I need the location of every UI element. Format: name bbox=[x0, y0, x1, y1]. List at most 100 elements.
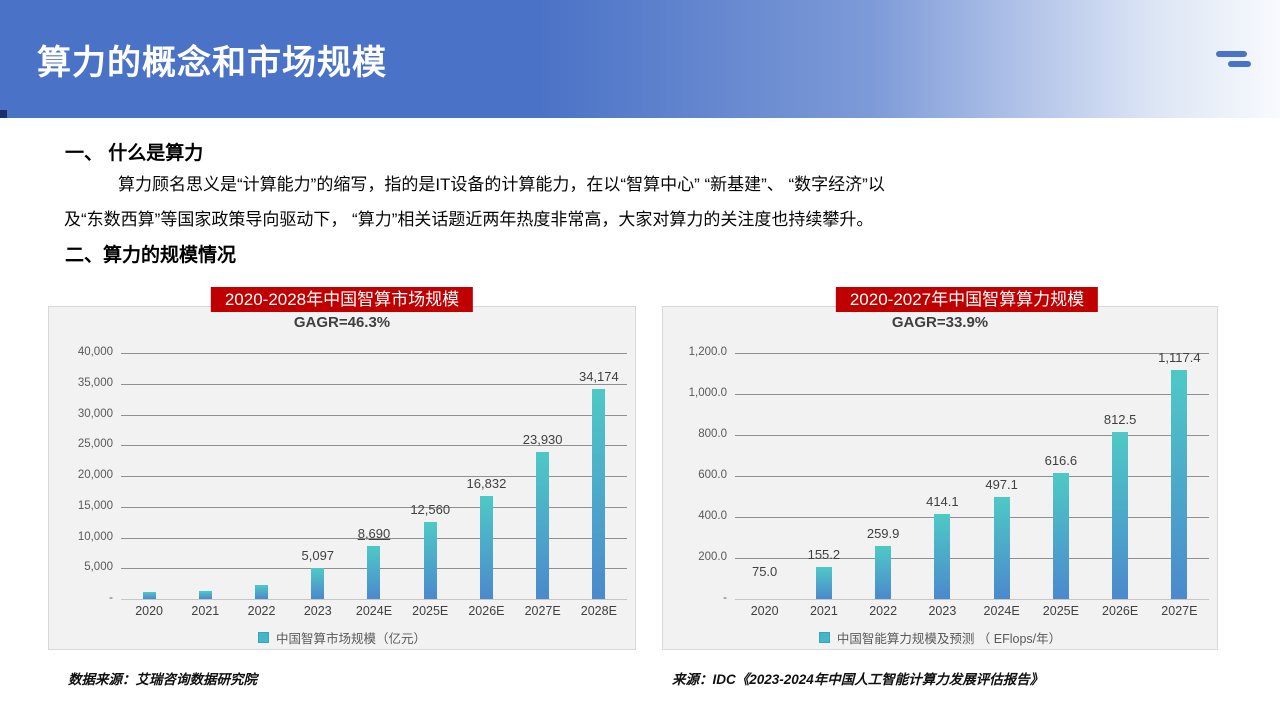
section-1-heading: 一、 什么是算力 bbox=[65, 143, 204, 164]
chart-title-banner-left: 2020-2028年中国智算市场规模 bbox=[210, 287, 474, 312]
plot-area-right: 1,200.0 1,000.0 800.0 600.0 400.0 200.0 - 75.0 1… bbox=[689, 346, 1209, 604]
bar-value-label: 8,690 bbox=[357, 525, 391, 541]
data-source-right: 来源：IDC《2023-2024年中国人工智能计算力发展评估报告》 bbox=[672, 672, 1044, 687]
legend-swatch-icon bbox=[257, 632, 269, 643]
bar-value-label: 16,832 bbox=[466, 475, 507, 491]
bar-value-label: 812.5 bbox=[1103, 412, 1137, 428]
bar-2024E bbox=[993, 497, 1010, 599]
bar-slot-2021: 155.2 bbox=[794, 353, 853, 599]
data-source-left: 数据来源：艾瑞咨询数据研究院 bbox=[68, 672, 257, 687]
x-axis-left: 2020 2021 2022 2023 2024E 2025E 2026E 2027E 2028… bbox=[121, 604, 627, 618]
bar-slot-2023: 414.1 bbox=[913, 353, 972, 599]
x-axis-label-2025E: 2025E bbox=[1042, 604, 1079, 618]
y-axis-tick-label: 35,000 bbox=[77, 376, 113, 389]
bar-value-label: 616.6 bbox=[1044, 452, 1078, 468]
paragraph-line-1: 算力顾名思义是“计算能力”的缩写，指的是IT设备的计算能力，在以“智算中心” “… bbox=[118, 175, 885, 194]
x-axis-label-2026E: 2026E bbox=[468, 604, 505, 618]
x-axis-label-2025E: 2025E bbox=[412, 604, 449, 618]
bar-slot-2025E: 12,560 bbox=[402, 353, 458, 599]
bar-value-label: 1,117.4 bbox=[1158, 349, 1201, 365]
gridline bbox=[735, 558, 1209, 559]
cagr-label-right: GAGR=33.9% bbox=[891, 314, 989, 331]
y-axis-tick-label: 600.0 bbox=[698, 469, 727, 481]
x-axis-label-2020: 2020 bbox=[750, 604, 779, 618]
gridline bbox=[735, 435, 1209, 436]
x-axis-label-2020: 2020 bbox=[135, 604, 164, 618]
bar-slot-2027E: 23,930 bbox=[515, 353, 571, 599]
bar-value-label: 23,930 bbox=[522, 431, 563, 447]
legend-right: 中国智能算力规模及预测 （ EFlops/年） bbox=[663, 628, 1217, 647]
bar-slot-2024E: 8,690 bbox=[346, 353, 402, 599]
gridline bbox=[121, 353, 627, 354]
gridline bbox=[121, 445, 627, 447]
bar-2025E bbox=[423, 521, 437, 599]
bar-2027E bbox=[536, 451, 550, 599]
y-axis-tick-label: 400.0 bbox=[698, 510, 727, 522]
y-axis-tick-label: - bbox=[109, 592, 113, 604]
gridline bbox=[735, 517, 1209, 518]
bar-2021 bbox=[198, 591, 212, 599]
y-axis-tick-label: 15,000 bbox=[77, 499, 113, 512]
bar-2023 bbox=[311, 567, 325, 599]
bar-value-label: 497.1 bbox=[985, 477, 1018, 493]
plot-area-left: 40,000 35,000 30,000 25,000 20,000 15,000 10,0… bbox=[78, 346, 627, 604]
y-axis-tick-label: 25,000 bbox=[77, 438, 113, 451]
bar-2020 bbox=[142, 592, 156, 599]
y-axis-tick-label: 1,200.0 bbox=[688, 346, 727, 358]
y-axis-tick-label: 20,000 bbox=[77, 469, 113, 481]
bar-slot-2024E: 497.1 bbox=[972, 353, 1031, 599]
bar-2022 bbox=[255, 584, 269, 599]
bar-2021 bbox=[815, 567, 832, 599]
gridline bbox=[735, 476, 1209, 477]
gridline bbox=[735, 353, 1209, 354]
y-axis-tick-label: 5,000 bbox=[84, 561, 113, 574]
gridline bbox=[121, 476, 627, 477]
bar-2027E bbox=[1171, 369, 1188, 599]
gridline bbox=[121, 414, 627, 416]
bar-2026E bbox=[1112, 432, 1129, 599]
bar-value-label: 259.9 bbox=[866, 525, 900, 541]
legend-swatch-icon bbox=[818, 632, 830, 643]
paragraph-line-2: 及“东数西算”等国家政策导向驱动下， “算力”相关话题近两年热度非常高，大家对算… bbox=[64, 210, 874, 229]
y-axis-tick-label: 30,000 bbox=[77, 407, 113, 420]
y-axis-tick-label: 800.0 bbox=[698, 428, 727, 440]
bars-row: 5,097 8,690 12,560 16,832 23,930 34,174 bbox=[121, 353, 627, 599]
legend-label-left: 中国智算市场规模（亿元） bbox=[275, 632, 426, 646]
x-axis-label-2026E: 2026E bbox=[1102, 604, 1139, 618]
cagr-label-left: GAGR=46.3% bbox=[293, 314, 391, 331]
bar-value-label: 12,560 bbox=[410, 501, 451, 517]
x-axis-label-2022: 2022 bbox=[247, 604, 276, 618]
x-axis-label-2023: 2023 bbox=[928, 604, 957, 618]
x-axis-label-2024E: 2024E bbox=[355, 604, 393, 618]
bar-slot-2022 bbox=[233, 353, 289, 599]
legend-label-right: 中国智能算力规模及预测 （ EFlops/年） bbox=[836, 632, 1062, 646]
bar-2022 bbox=[875, 545, 892, 599]
chart-panel-computing-power: 2020-2027年中国智算算力规模 GAGR=33.9% 1,200.0 1,0… bbox=[662, 287, 1218, 650]
bar-2023 bbox=[934, 514, 951, 599]
intro-paragraph: 算力顾名思义是“计算能力”的缩写，指的是IT设备的计算能力，在以“智算中心” “… bbox=[64, 167, 1219, 237]
bars-row: 75.0 155.2 259.9 414.1 497.1 616.6 812.5 1,117.… bbox=[735, 349, 1209, 599]
page-title: 算力的概念和市场规模 bbox=[37, 43, 387, 82]
chart-panel-market-size: 2020-2028年中国智算市场规模 GAGR=46.3% 40,000 35,0… bbox=[48, 287, 636, 650]
bar-slot-2027E: 1,117.4 bbox=[1150, 349, 1209, 599]
bar-slot-2025E: 616.6 bbox=[1031, 353, 1090, 599]
x-axis-label-2027E: 2027E bbox=[524, 604, 561, 618]
bar-2025E bbox=[1052, 472, 1069, 599]
menu-line-bottom bbox=[1228, 61, 1251, 67]
y-axis-tick-label: 200.0 bbox=[698, 551, 727, 563]
menu-line-top bbox=[1216, 51, 1247, 57]
bar-slot-2026E: 16,832 bbox=[458, 353, 514, 599]
gridline bbox=[121, 506, 627, 508]
bar-slot-2020 bbox=[121, 353, 177, 599]
bar-value-label: 75.0 bbox=[751, 563, 778, 579]
gridline bbox=[735, 599, 1209, 600]
x-axis-right: 2020 2021 2022 2023 2024E 2025E 2026E 2027E bbox=[735, 604, 1209, 618]
x-axis-label-2023: 2023 bbox=[303, 604, 332, 618]
bar-slot-2022: 259.9 bbox=[854, 353, 913, 599]
bar-value-label: 155.2 bbox=[807, 547, 841, 563]
bar-slot-2028E: 34,174 bbox=[571, 353, 627, 599]
x-axis-label-2027E: 2027E bbox=[1161, 604, 1198, 618]
bar-slot-2020: 75.0 bbox=[735, 353, 794, 599]
gridline bbox=[121, 537, 627, 539]
